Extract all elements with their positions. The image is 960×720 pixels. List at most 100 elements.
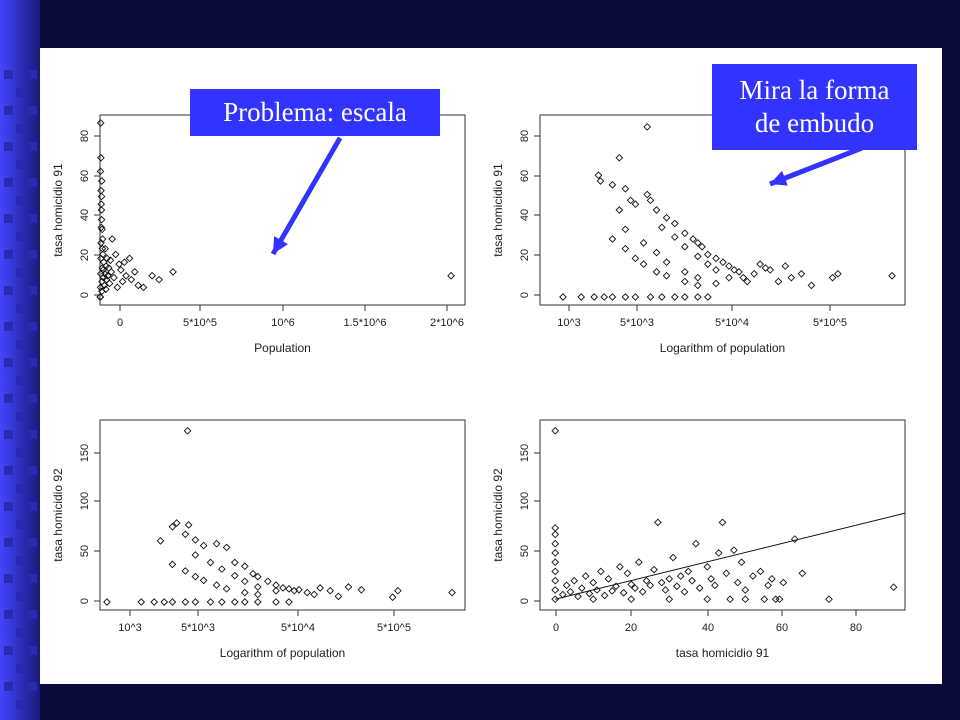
data-point: [631, 254, 640, 263]
decor-square: [4, 70, 13, 79]
data-point: [589, 578, 598, 587]
x-tick-label: 5*10^5: [813, 317, 847, 329]
data-point: [285, 598, 293, 606]
data-point: [639, 239, 648, 247]
data-point: [388, 593, 397, 602]
callout-funnel-line2: de embudo: [754, 108, 875, 138]
decor-square: [4, 142, 13, 151]
chart-panel-1: 0 5*10^5 10^6 1.5*10^6 2*10^6 0 20 40 60 80 Popula…: [51, 114, 466, 355]
data-point: [191, 551, 200, 559]
x-tick-label: 5*10^3: [181, 622, 215, 634]
data-point: [652, 206, 661, 214]
data-point: [807, 281, 816, 290]
data-point: [122, 271, 130, 280]
data-point: [733, 578, 742, 587]
data-point: [253, 583, 262, 591]
chart-panel-3: 10^3 5*10^3 5*10^4 5*10^5 0 50 100 150 Logarithm…: [51, 419, 466, 660]
data-point: [737, 558, 746, 567]
data-point: [608, 235, 617, 243]
data-point: [608, 181, 617, 189]
y-tick-label: 20: [79, 249, 91, 261]
y-tick-label: 50: [519, 545, 531, 557]
data-point: [137, 598, 146, 606]
data-point: [684, 567, 693, 576]
y-tick-label: 60: [79, 170, 91, 182]
data-point: [596, 567, 605, 576]
data-point: [781, 262, 790, 270]
data-point: [712, 254, 720, 263]
data-point: [693, 273, 702, 282]
data-point: [103, 254, 111, 263]
data-point: [711, 581, 719, 590]
data-point: [631, 584, 639, 592]
decor-square: [16, 124, 25, 133]
data-point: [199, 576, 208, 585]
decor-square: [4, 574, 13, 583]
decor-square: [4, 358, 13, 367]
data-point: [310, 590, 318, 599]
data-point: [681, 268, 689, 276]
data-point: [749, 572, 757, 580]
data-point: [768, 575, 776, 583]
data-point: [181, 530, 190, 539]
data-point: [761, 264, 770, 272]
data-point: [130, 268, 139, 276]
decor-square: [28, 70, 37, 79]
data-point: [134, 281, 143, 290]
y-tick-label: 150: [519, 444, 531, 462]
data-point: [113, 283, 122, 292]
x-tick-label: 1.5*10^6: [343, 317, 386, 329]
data-point: [448, 588, 456, 597]
data-point: [295, 585, 303, 594]
data-point: [98, 250, 107, 259]
data-point: [688, 576, 696, 585]
data-point: [551, 558, 560, 567]
data-point: [741, 586, 750, 594]
data-points: [96, 119, 455, 301]
data-point: [98, 235, 107, 243]
data-point: [693, 239, 702, 247]
data-point: [662, 271, 671, 280]
data-point: [639, 260, 648, 268]
data-point: [218, 565, 226, 573]
data-point: [100, 281, 109, 290]
data-point: [670, 293, 679, 301]
data-point: [681, 242, 689, 251]
data-point: [206, 598, 215, 606]
data-point: [107, 268, 116, 276]
data-point: [110, 273, 118, 282]
data-point: [150, 598, 159, 606]
data-point: [111, 250, 120, 259]
data-point: [115, 260, 123, 268]
decor-square: [4, 106, 13, 115]
data-point: [316, 584, 324, 592]
data-point: [834, 269, 842, 278]
callout-arrows: [270, 136, 863, 256]
data-point: [662, 213, 671, 222]
data-point: [725, 273, 733, 282]
data-point: [155, 275, 163, 284]
data-point: [627, 595, 636, 604]
callout-funnel-shape: Mira la forma de embudo: [712, 64, 917, 150]
y-tick-label: 100: [79, 492, 91, 510]
data-point: [566, 587, 575, 596]
data-point: [156, 537, 165, 545]
data-point: [703, 293, 712, 301]
data-point: [693, 252, 702, 261]
data-point: [191, 536, 200, 544]
data-point: [551, 567, 560, 576]
data-point: [97, 153, 105, 162]
decor-square: [16, 196, 25, 205]
data-point: [692, 539, 700, 548]
decor-square: [28, 574, 37, 583]
data-point: [726, 595, 734, 604]
data-points: [103, 426, 456, 606]
decor-square: [28, 538, 37, 547]
data-points: [551, 426, 898, 604]
y-tick-label: 20: [519, 249, 531, 261]
decor-square: [16, 448, 25, 457]
data-point: [665, 575, 674, 583]
data-point: [712, 279, 720, 288]
data-point: [303, 588, 312, 597]
data-point: [662, 258, 671, 267]
